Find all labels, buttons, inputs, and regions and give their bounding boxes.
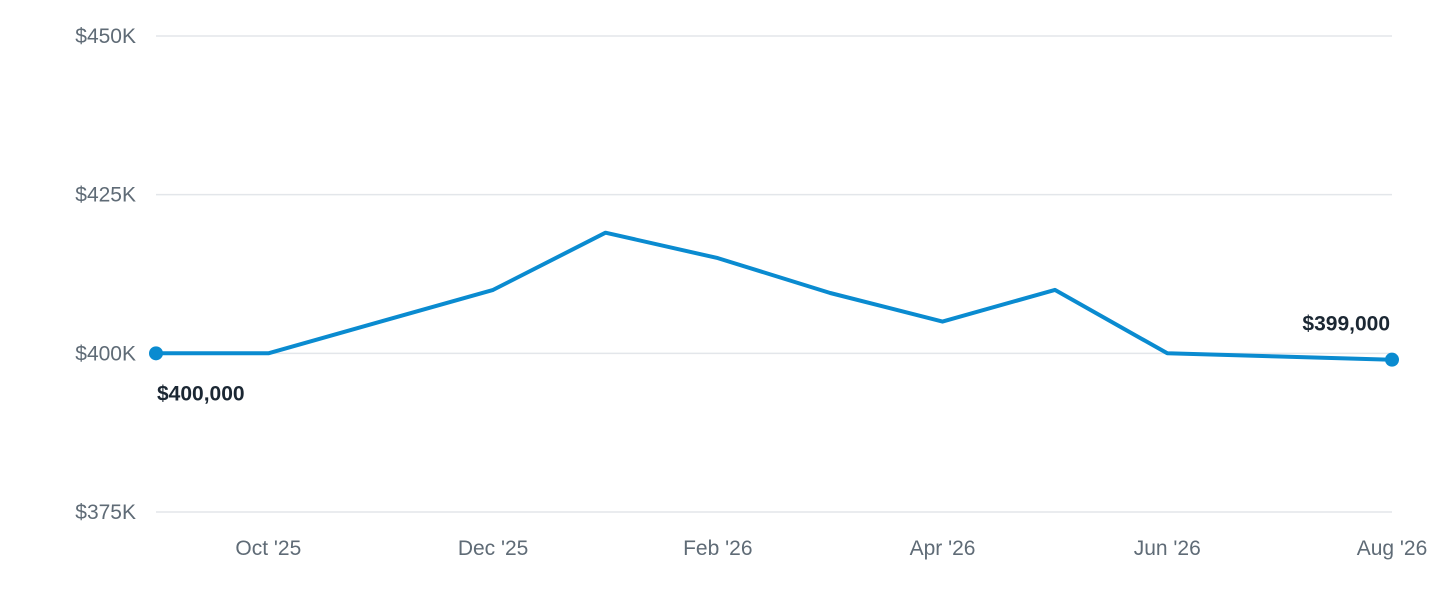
y-axis-tick-labels: $375K $400K $425K $450K [75,25,136,524]
series-group [149,230,1399,367]
start-point-marker [149,346,163,361]
y-tick-label: $450K [75,25,136,48]
y-tick-label: $400K [75,342,136,365]
x-tick-label: Jun '26 [1134,537,1201,560]
y-tick-label: $425K [75,184,136,207]
start-value-label: $400,000 [157,382,245,405]
x-axis-tick-labels: Oct '25 Dec '25 Feb '26 Apr '26 Jun '26 Aug '… [235,537,1427,560]
end-point-marker [1385,352,1399,367]
series-line [154,230,1394,362]
x-tick-label: Oct '25 [235,537,301,560]
endpoint-annotations: $400,000 $399,000 [157,313,1390,406]
end-value-label: $399,000 [1302,313,1390,336]
x-tick-label: Dec '25 [458,537,529,560]
x-tick-label: Aug '26 [1357,537,1428,560]
y-tick-label: $375K [75,501,136,524]
x-tick-label: Feb '26 [683,537,752,560]
x-tick-label: Apr '26 [910,537,976,560]
